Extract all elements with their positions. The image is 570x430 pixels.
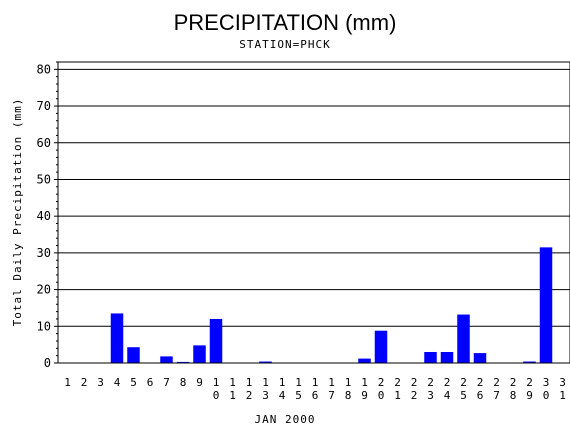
bar-day-5 [127, 347, 140, 363]
gridlines [58, 68, 570, 327]
x-tick-label: 3 [97, 376, 104, 389]
y-tick-label: 10 [37, 319, 51, 333]
x-tick-label: 1 [64, 376, 71, 389]
bar-day-8 [176, 361, 190, 363]
x-tick-label: 5 [130, 376, 137, 389]
y-tick-label: 20 [37, 283, 51, 297]
x-axis: 1 2 3 4 5 6 7 8 9 1 01 11 21 31 41 51 61 71 81 92 02 12 22 32 42… [64, 376, 566, 402]
bars [110, 247, 553, 363]
y-axis-label: Total Daily Precipitation (mm) [11, 98, 24, 327]
y-tick-label: 50 [37, 172, 51, 186]
y-tick-label: 60 [37, 136, 51, 150]
bar-day-25 [457, 314, 470, 363]
y-tick-label: 80 [37, 62, 51, 76]
bar-day-10 [209, 318, 223, 363]
bar-day-13 [259, 361, 272, 363]
chart-title: PRECIPITATION (mm) [174, 10, 397, 35]
bar-day-7 [160, 356, 173, 363]
y-tick-label: 0 [44, 356, 51, 370]
bar-day-4 [110, 313, 124, 363]
bar-day-29 [523, 361, 536, 363]
x-tick-label: 2 [81, 376, 88, 389]
y-tick-label: 30 [37, 246, 51, 260]
bar-day-19 [358, 358, 371, 363]
x-tick-label: 4 [114, 376, 121, 389]
bar-day-9 [193, 345, 206, 363]
bar-day-26 [473, 353, 487, 363]
chart-subtitle: STATION=PHCK [239, 38, 330, 51]
y-axis: 0 10 20 30 40 50 60 70 80 [37, 61, 58, 370]
plot-frame [57, 61, 570, 364]
y-tick-label: 70 [37, 99, 51, 113]
y-tick-label: 40 [37, 209, 51, 223]
bar-day-20 [374, 330, 388, 363]
x-tick-label: 6 [147, 376, 154, 389]
x-tick-label: 9 [196, 376, 203, 389]
bar-day-23 [424, 351, 437, 363]
x-tick-label: 7 [163, 376, 170, 389]
x-tick-label: 8 [180, 376, 187, 389]
bar-day-24 [440, 351, 454, 363]
bar-day-30 [539, 247, 553, 363]
x-axis-label: JAN 2000 [255, 413, 316, 426]
